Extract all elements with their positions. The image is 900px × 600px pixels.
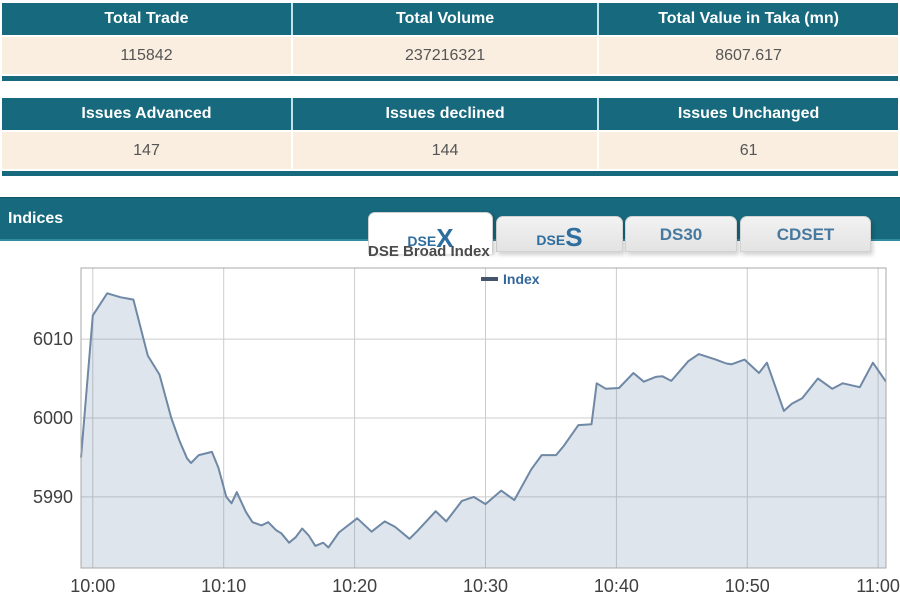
svg-text:10:00: 10:00 — [70, 576, 115, 596]
svg-text:6000: 6000 — [33, 408, 73, 428]
value-issues-unchanged: 61 — [597, 132, 898, 169]
table-bottom-bar — [2, 76, 898, 81]
svg-text:10:20: 10:20 — [332, 576, 377, 596]
chart-title: DSE Broad Index — [368, 243, 490, 260]
tab-dses[interactable]: DSE S — [496, 216, 623, 252]
header-issues-declined: Issues declined — [291, 98, 597, 130]
tab-dses-prefix: DSE — [536, 232, 566, 248]
indices-section-title: Indices — [8, 210, 64, 227]
header-total-trade: Total Trade — [104, 10, 189, 27]
value-issues-advanced: 147 — [133, 142, 160, 159]
value-total-value: 8607.617 — [597, 37, 898, 74]
legend-item-index[interactable]: Index — [481, 271, 540, 287]
tab-cdset-label: CDSET — [776, 225, 835, 244]
tab-dses-suffix: S — [565, 222, 583, 252]
summary-table-trade: Total Trade Total Volume Total Value in … — [2, 3, 898, 81]
tab-dsex[interactable]: DSE X — [368, 212, 493, 254]
tab-cdset[interactable]: CDSET — [740, 216, 871, 252]
header-issues-advanced: Issues Advanced — [81, 105, 212, 122]
value-issues-declined: 144 — [291, 132, 597, 169]
legend-index-marker — [481, 277, 498, 281]
tab-ds30-label: DS30 — [659, 225, 703, 244]
svg-text:5990: 5990 — [33, 487, 73, 507]
summary-table-issues-header-row: Issues Advanced Issues declined Issues U… — [2, 98, 898, 132]
summary-table-trade-value-row: 115842 237216321 8607.617 — [2, 37, 898, 74]
summary-table-issues-value-row: 147 144 61 — [2, 132, 898, 169]
svg-text:10:30: 10:30 — [463, 576, 508, 596]
tab-ds30[interactable]: DS30 — [625, 216, 737, 252]
header-total-volume: Total Volume — [291, 3, 597, 35]
table-bottom-bar — [2, 171, 898, 176]
header-total-value: Total Value in Taka (mn) — [597, 3, 898, 35]
svg-text:11:00: 11:00 — [856, 576, 900, 596]
summary-table-issues: Issues Advanced Issues declined Issues U… — [2, 98, 898, 176]
svg-text:10:10: 10:10 — [201, 576, 246, 596]
legend-index-label: Index — [503, 271, 540, 287]
tab-dsex-prefix: DSE — [407, 233, 437, 249]
value-total-volume: 237216321 — [291, 37, 597, 74]
header-issues-unchanged: Issues Unchanged — [597, 98, 898, 130]
svg-text:6010: 6010 — [33, 329, 73, 349]
svg-text:10:50: 10:50 — [725, 576, 770, 596]
tab-dsex-suffix: X — [436, 223, 454, 253]
index-area-chart: 10:00 10:10 10:20 10:30 10:40 10:50 11:00 5990 6… — [33, 267, 900, 596]
value-total-trade: 115842 — [120, 47, 173, 64]
svg-text:10:40: 10:40 — [594, 576, 639, 596]
summary-table-trade-header-row: Total Trade Total Volume Total Value in … — [2, 3, 898, 37]
